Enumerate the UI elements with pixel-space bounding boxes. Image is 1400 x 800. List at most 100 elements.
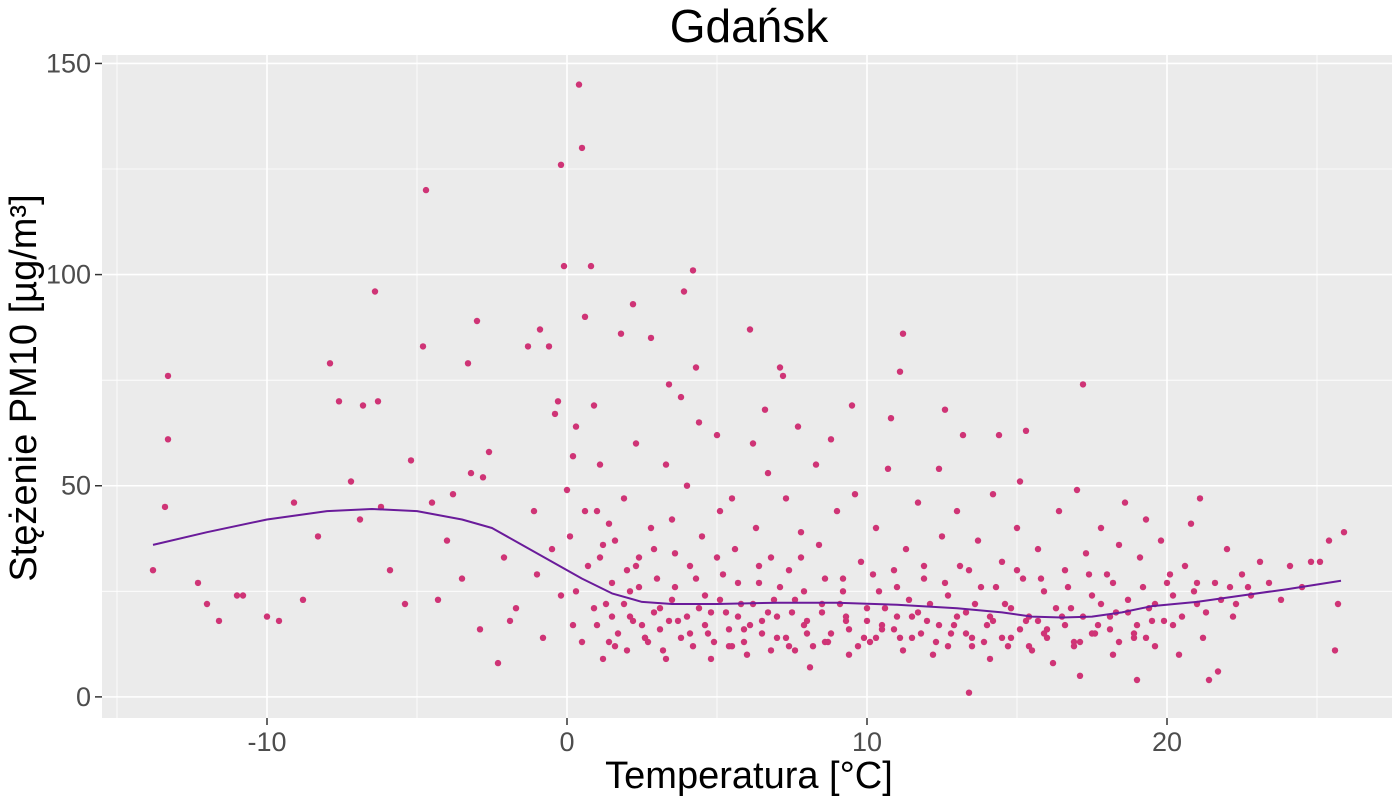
data-point [962, 630, 970, 637]
data-point [569, 453, 577, 460]
plot-panel [102, 55, 1392, 718]
scatter-points [149, 81, 1348, 696]
data-point [464, 360, 472, 367]
y-tick-label: 50 [61, 471, 91, 501]
data-point [677, 393, 685, 401]
data-point [713, 554, 721, 561]
data-point [680, 288, 688, 295]
data-point [647, 334, 655, 342]
y-tick-label: 0 [76, 682, 91, 712]
data-point [1166, 571, 1174, 578]
data-point [1256, 558, 1264, 565]
data-point [992, 583, 1000, 591]
data-point [746, 326, 754, 333]
data-point [809, 643, 817, 650]
data-point [1052, 605, 1060, 612]
data-point [674, 617, 682, 625]
data-point [974, 537, 982, 544]
data-point [656, 626, 664, 633]
data-point [986, 655, 994, 663]
data-point [1190, 588, 1198, 595]
data-point [686, 562, 694, 570]
data-point [716, 507, 724, 515]
data-point [701, 621, 709, 629]
data-point [239, 592, 247, 599]
data-point [896, 368, 904, 375]
data-point [596, 554, 604, 561]
data-point [1019, 575, 1027, 582]
data-point [758, 617, 766, 625]
data-point [707, 609, 715, 616]
data-point [560, 262, 568, 270]
data-point [593, 621, 601, 629]
data-point [611, 643, 619, 650]
data-point [794, 423, 802, 430]
data-point [746, 621, 754, 629]
data-point [1136, 554, 1144, 561]
data-point [1316, 558, 1324, 565]
data-point [1244, 583, 1252, 591]
data-point [689, 267, 697, 274]
data-point [860, 634, 868, 641]
data-point [623, 647, 631, 654]
data-point [635, 554, 643, 561]
data-point [776, 583, 784, 591]
data-point [1133, 676, 1141, 684]
data-point [671, 550, 679, 557]
data-point [605, 520, 613, 527]
data-point [581, 313, 589, 320]
data-point [740, 638, 748, 646]
data-point [428, 499, 436, 506]
data-point [908, 613, 916, 620]
data-point [890, 567, 898, 574]
data-point [149, 567, 157, 574]
data-point [359, 402, 367, 409]
data-point [611, 537, 619, 544]
data-point [779, 372, 787, 380]
data-point [920, 575, 928, 582]
data-point [677, 634, 685, 641]
data-point [401, 600, 409, 608]
data-point [791, 647, 799, 654]
data-point [1055, 507, 1063, 515]
data-point [650, 609, 658, 616]
data-point [935, 465, 943, 472]
data-point [968, 643, 976, 650]
data-point [893, 583, 901, 591]
data-point [1226, 583, 1234, 591]
data-point [995, 431, 1003, 439]
data-point [557, 592, 565, 599]
data-point [875, 588, 883, 595]
data-point [551, 410, 559, 418]
data-point [755, 562, 763, 570]
data-point [476, 626, 484, 633]
data-point [479, 474, 487, 481]
data-point [656, 605, 664, 612]
data-point [1334, 600, 1342, 608]
data-point [797, 554, 805, 561]
data-point [1223, 545, 1231, 553]
data-point [1025, 643, 1033, 650]
data-point [1178, 613, 1186, 620]
data-point [1088, 592, 1096, 599]
data-point [881, 605, 889, 612]
data-point [776, 364, 784, 371]
data-point [1034, 617, 1042, 625]
data-point [314, 533, 322, 540]
data-point [959, 431, 967, 439]
data-point [695, 605, 703, 612]
data-point [1232, 600, 1240, 608]
data-point [683, 482, 691, 489]
data-point [434, 596, 442, 603]
data-point [914, 499, 922, 506]
data-point [998, 634, 1006, 641]
data-point [803, 617, 811, 625]
data-point [818, 609, 826, 616]
data-point [1265, 579, 1273, 587]
data-point [1040, 630, 1048, 637]
data-point [356, 516, 364, 523]
data-point [749, 440, 757, 447]
data-point [932, 638, 940, 646]
data-point [533, 571, 541, 578]
data-point [1277, 596, 1285, 603]
